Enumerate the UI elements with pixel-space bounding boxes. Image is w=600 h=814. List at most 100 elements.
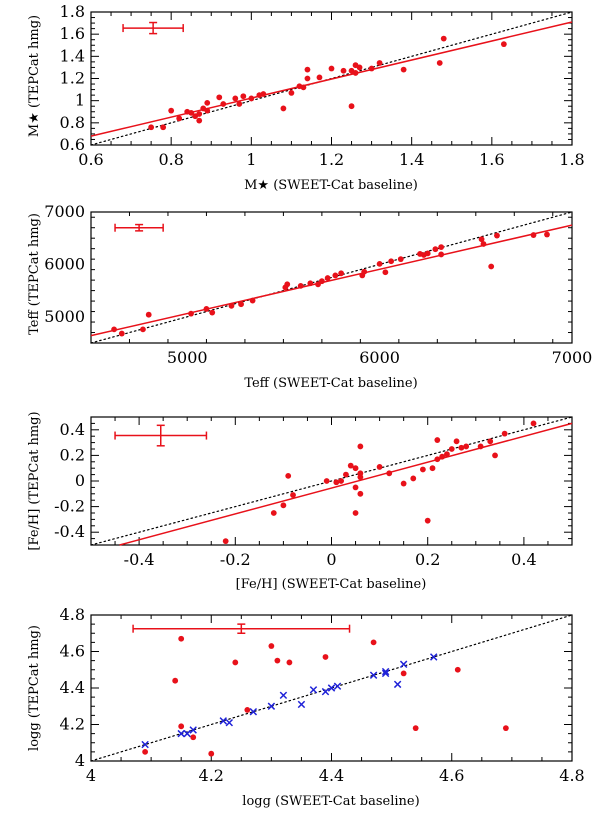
data-point [347, 462, 354, 469]
panel-effective-temperature: Teff (SWEET-Cat baseline) Teff (TEPCat h… [27, 202, 592, 391]
data-point [188, 310, 194, 317]
y-tick-label: 4 [75, 751, 85, 770]
data-point [209, 309, 216, 316]
data-point [429, 465, 436, 472]
data-point [204, 99, 211, 106]
fit-line [119, 422, 573, 546]
data-point [178, 635, 185, 642]
y-tick-label: -0.4 [54, 522, 85, 541]
data-point-cross [183, 729, 191, 738]
data-point [248, 95, 255, 102]
x-tick-label: 6000 [359, 348, 400, 367]
data-point [340, 67, 347, 74]
data-point [352, 484, 359, 491]
data-point [492, 452, 498, 459]
data-point-cross [297, 700, 306, 709]
data-point-cross [381, 669, 390, 678]
data-point [324, 275, 331, 281]
one-to-one-line [90, 211, 573, 344]
x-tick-label: 4.8 [559, 766, 584, 785]
data-point [244, 707, 251, 713]
data-point [232, 95, 239, 102]
y-tick-label: 1.8 [60, 2, 85, 21]
data-point [238, 301, 244, 308]
data-point [216, 94, 223, 101]
data-point [424, 250, 431, 257]
data-point-cross [327, 684, 336, 692]
x-tick-label: 0.4 [511, 550, 536, 569]
plot-frame [90, 211, 573, 344]
data-point [270, 510, 277, 516]
data-point [439, 453, 446, 460]
one-to-one-line [90, 416, 573, 546]
data-point [480, 241, 487, 247]
x-tick-label: 7000 [552, 348, 593, 367]
y-tick-label: 6000 [44, 254, 85, 273]
y-tick-label: -0.2 [54, 497, 85, 516]
data-point [500, 41, 507, 48]
data-point [424, 517, 431, 524]
data-point [328, 65, 335, 72]
x-axis-label: M★ (SWEET-Cat baseline) [244, 178, 418, 193]
data-point [236, 101, 243, 107]
data-point [304, 75, 311, 82]
x-tick-label: 1.2 [319, 150, 344, 169]
data-point-cross [141, 740, 149, 749]
data-point-cross [381, 667, 390, 676]
y-tick-label: 1.4 [60, 46, 85, 65]
data-point-cross [219, 717, 228, 725]
data-point [286, 659, 293, 666]
data-point [502, 725, 509, 732]
data-point-cross [249, 707, 258, 716]
data-point [388, 258, 395, 265]
data-point [400, 66, 407, 73]
data-point [188, 109, 195, 116]
data-point [142, 748, 149, 755]
data-point [222, 538, 229, 545]
data-point-cross [321, 687, 330, 696]
y-tick-label: 0.6 [60, 135, 85, 154]
data-point [419, 466, 426, 473]
data-point [203, 306, 210, 312]
data-point-cross [429, 653, 438, 661]
data-point [268, 643, 275, 649]
x-tick-label: 0.8 [158, 150, 183, 169]
data-point [410, 475, 417, 482]
data-point [274, 657, 281, 664]
fit-line [90, 21, 573, 137]
data-point [145, 311, 152, 318]
x-tick-label: 1 [246, 150, 256, 169]
data-point [333, 479, 340, 486]
data-point [438, 244, 445, 251]
data-point [494, 232, 500, 239]
data-point-cross [369, 671, 378, 679]
data-point [544, 231, 550, 238]
data-point [488, 263, 495, 270]
data-point [284, 281, 291, 288]
data-point [338, 270, 345, 277]
panel-stellar-mass: M★ (SWEET-Cat baseline) M★ (TEPCat hmg) … [27, 2, 585, 193]
x-tick-label: 4 [86, 766, 96, 785]
data-point [368, 65, 375, 72]
data-point [400, 480, 407, 487]
data-point [376, 260, 383, 267]
y-tick-label: 1.2 [60, 69, 85, 88]
y-tick-label: 1 [75, 91, 85, 110]
data-point [322, 654, 329, 660]
data-point [530, 420, 537, 427]
data-point [232, 659, 239, 666]
data-point [190, 734, 197, 741]
data-point [434, 456, 441, 463]
data-point-cross [225, 718, 234, 727]
data-point [386, 470, 393, 477]
x-tick-label: 1.4 [399, 150, 424, 169]
data-point [196, 117, 203, 124]
typical-error-bar [122, 21, 184, 35]
data-point [382, 269, 389, 276]
data-point-cross [267, 702, 276, 710]
y-tick-label: 4.8 [60, 605, 85, 624]
data-point [148, 124, 155, 131]
data-point [204, 107, 211, 114]
data-point [316, 74, 323, 81]
